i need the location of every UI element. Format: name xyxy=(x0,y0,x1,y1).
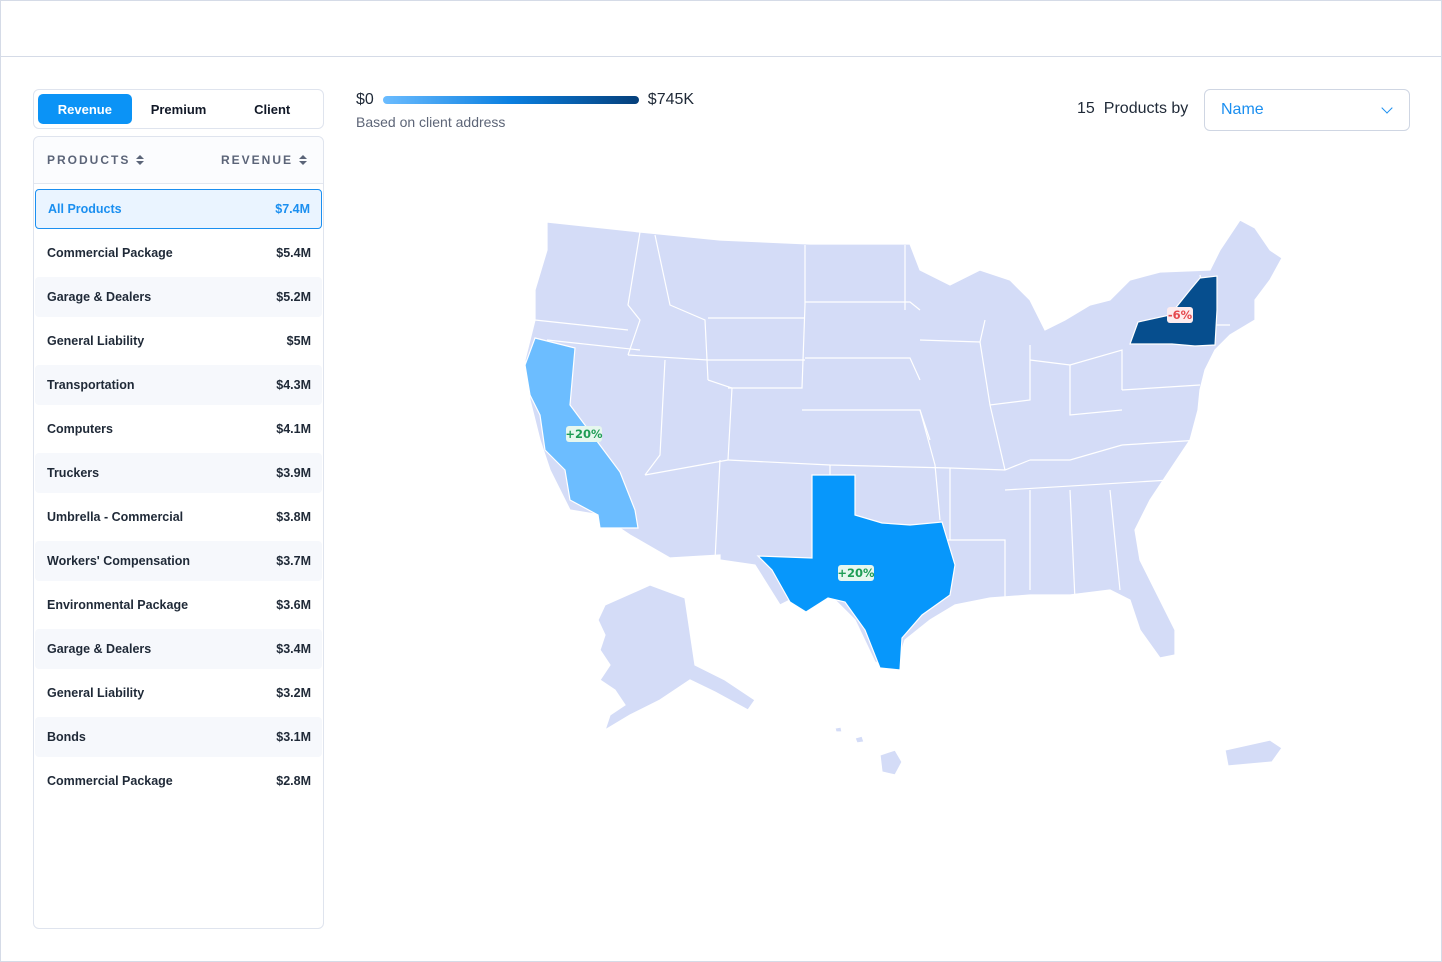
product-row[interactable]: Garage & Dealers $3.4M xyxy=(35,629,322,669)
group-by-value: Name xyxy=(1221,101,1264,118)
product-name: Truckers xyxy=(47,466,100,480)
top-bar xyxy=(1,1,1441,57)
product-name: Workers' Compensation xyxy=(47,554,191,568)
change-badge-california-text: +20% xyxy=(565,427,603,441)
product-row[interactable]: All Products $7.4M xyxy=(35,189,322,229)
product-name: Umbrella - Commercial xyxy=(47,510,184,524)
legend-gradient-bar xyxy=(382,96,639,104)
change-badge-texas-text: +20% xyxy=(837,566,875,580)
product-name: Commercial Package xyxy=(47,774,173,788)
tab-client[interactable]: Client xyxy=(254,101,291,117)
legend-max: $745K xyxy=(647,91,695,108)
product-name: General Liability xyxy=(47,686,145,700)
metric-tabs: Revenue Premium Client xyxy=(33,89,324,129)
product-revenue: $2.8M xyxy=(276,774,311,788)
product-row[interactable]: Environmental Package $3.6M xyxy=(35,585,322,625)
change-badge-new-york: -6% xyxy=(1167,307,1193,323)
product-name: General Liability xyxy=(47,334,145,348)
products-column-header[interactable]: PRODUCTS xyxy=(47,153,145,167)
product-row[interactable]: Transportation $4.3M xyxy=(35,365,322,405)
product-revenue: $4.3M xyxy=(276,378,311,392)
legend-min: $0 xyxy=(356,91,374,108)
product-name: Computers xyxy=(47,422,113,436)
product-row[interactable]: Commercial Package $5.4M xyxy=(35,233,322,273)
change-badge-california: +20% xyxy=(565,426,603,442)
products-count: 15 Products by xyxy=(1077,100,1188,118)
product-row[interactable]: Truckers $3.9M xyxy=(35,453,322,493)
product-name: Garage & Dealers xyxy=(47,642,152,656)
sort-icon[interactable] xyxy=(299,155,307,165)
product-revenue: $5.4M xyxy=(276,246,311,260)
product-name: Environmental Package xyxy=(47,598,189,612)
product-revenue: $5.2M xyxy=(276,290,311,304)
products-column-label: PRODUCTS xyxy=(47,153,131,167)
group-by-select[interactable]: Name xyxy=(1204,89,1410,131)
change-badge-new-york-text: -6% xyxy=(1168,308,1193,322)
product-revenue: $4.1M xyxy=(276,422,311,436)
product-revenue: $7.4M xyxy=(275,202,310,216)
revenue-column-header[interactable]: REVENUE xyxy=(221,153,307,167)
products-list: All Products $7.4M Commercial Package $5.4M… xyxy=(34,184,323,801)
product-revenue: $3.1M xyxy=(276,730,311,744)
products-by-label: Products by xyxy=(1103,100,1189,117)
product-row[interactable]: General Liability $5M xyxy=(35,321,322,361)
product-row[interactable]: Commercial Package $2.8M xyxy=(35,761,322,801)
product-revenue: $5M xyxy=(286,334,311,348)
product-revenue: $3.8M xyxy=(276,510,311,524)
product-revenue: $3.9M xyxy=(276,466,311,480)
product-row[interactable]: Umbrella - Commercial $3.8M xyxy=(35,497,322,537)
product-revenue: $3.7M xyxy=(276,554,311,568)
chevron-down-icon xyxy=(1381,101,1393,114)
product-revenue: $3.4M xyxy=(276,642,311,656)
product-row[interactable]: Workers' Compensation $3.7M xyxy=(35,541,322,581)
tab-revenue[interactable]: Revenue xyxy=(38,94,132,124)
us-map-svg: +20% +20% -6% xyxy=(524,219,1283,776)
products-count-value: 15 xyxy=(1077,100,1095,117)
product-revenue: $3.6M xyxy=(276,598,311,612)
map-state-alaska[interactable] xyxy=(597,584,756,732)
legend-note: Based on client address xyxy=(356,114,506,130)
state-borders xyxy=(534,231,1230,601)
map-state-hawaii[interactable] xyxy=(834,726,903,776)
products-panel: PRODUCTS REVENUE All Products $7.4M Commer… xyxy=(33,136,324,929)
color-legend: $0 $745K Based on client address xyxy=(356,89,694,130)
product-name: Garage & Dealers xyxy=(47,290,152,304)
product-revenue: $3.2M xyxy=(276,686,311,700)
us-map: +20% +20% -6% xyxy=(510,210,1300,800)
product-name: Transportation xyxy=(47,378,135,392)
product-name: All Products xyxy=(48,202,122,216)
tab-premium[interactable]: Premium xyxy=(150,101,207,117)
change-badge-texas: +20% xyxy=(837,565,875,581)
map-state-puerto-rico[interactable] xyxy=(1224,739,1283,767)
products-table-header: PRODUCTS REVENUE xyxy=(34,137,323,184)
product-row[interactable]: Garage & Dealers $5.2M xyxy=(35,277,322,317)
map-state-region[interactable] xyxy=(524,219,1283,671)
product-row[interactable]: Bonds $3.1M xyxy=(35,717,322,757)
product-row[interactable]: Computers $4.1M xyxy=(35,409,322,449)
revenue-column-label: REVENUE xyxy=(220,153,293,167)
product-name: Commercial Package xyxy=(47,246,173,260)
sort-icon[interactable] xyxy=(136,155,145,165)
product-row[interactable]: General Liability $3.2M xyxy=(35,673,322,713)
product-name: Bonds xyxy=(47,730,86,744)
